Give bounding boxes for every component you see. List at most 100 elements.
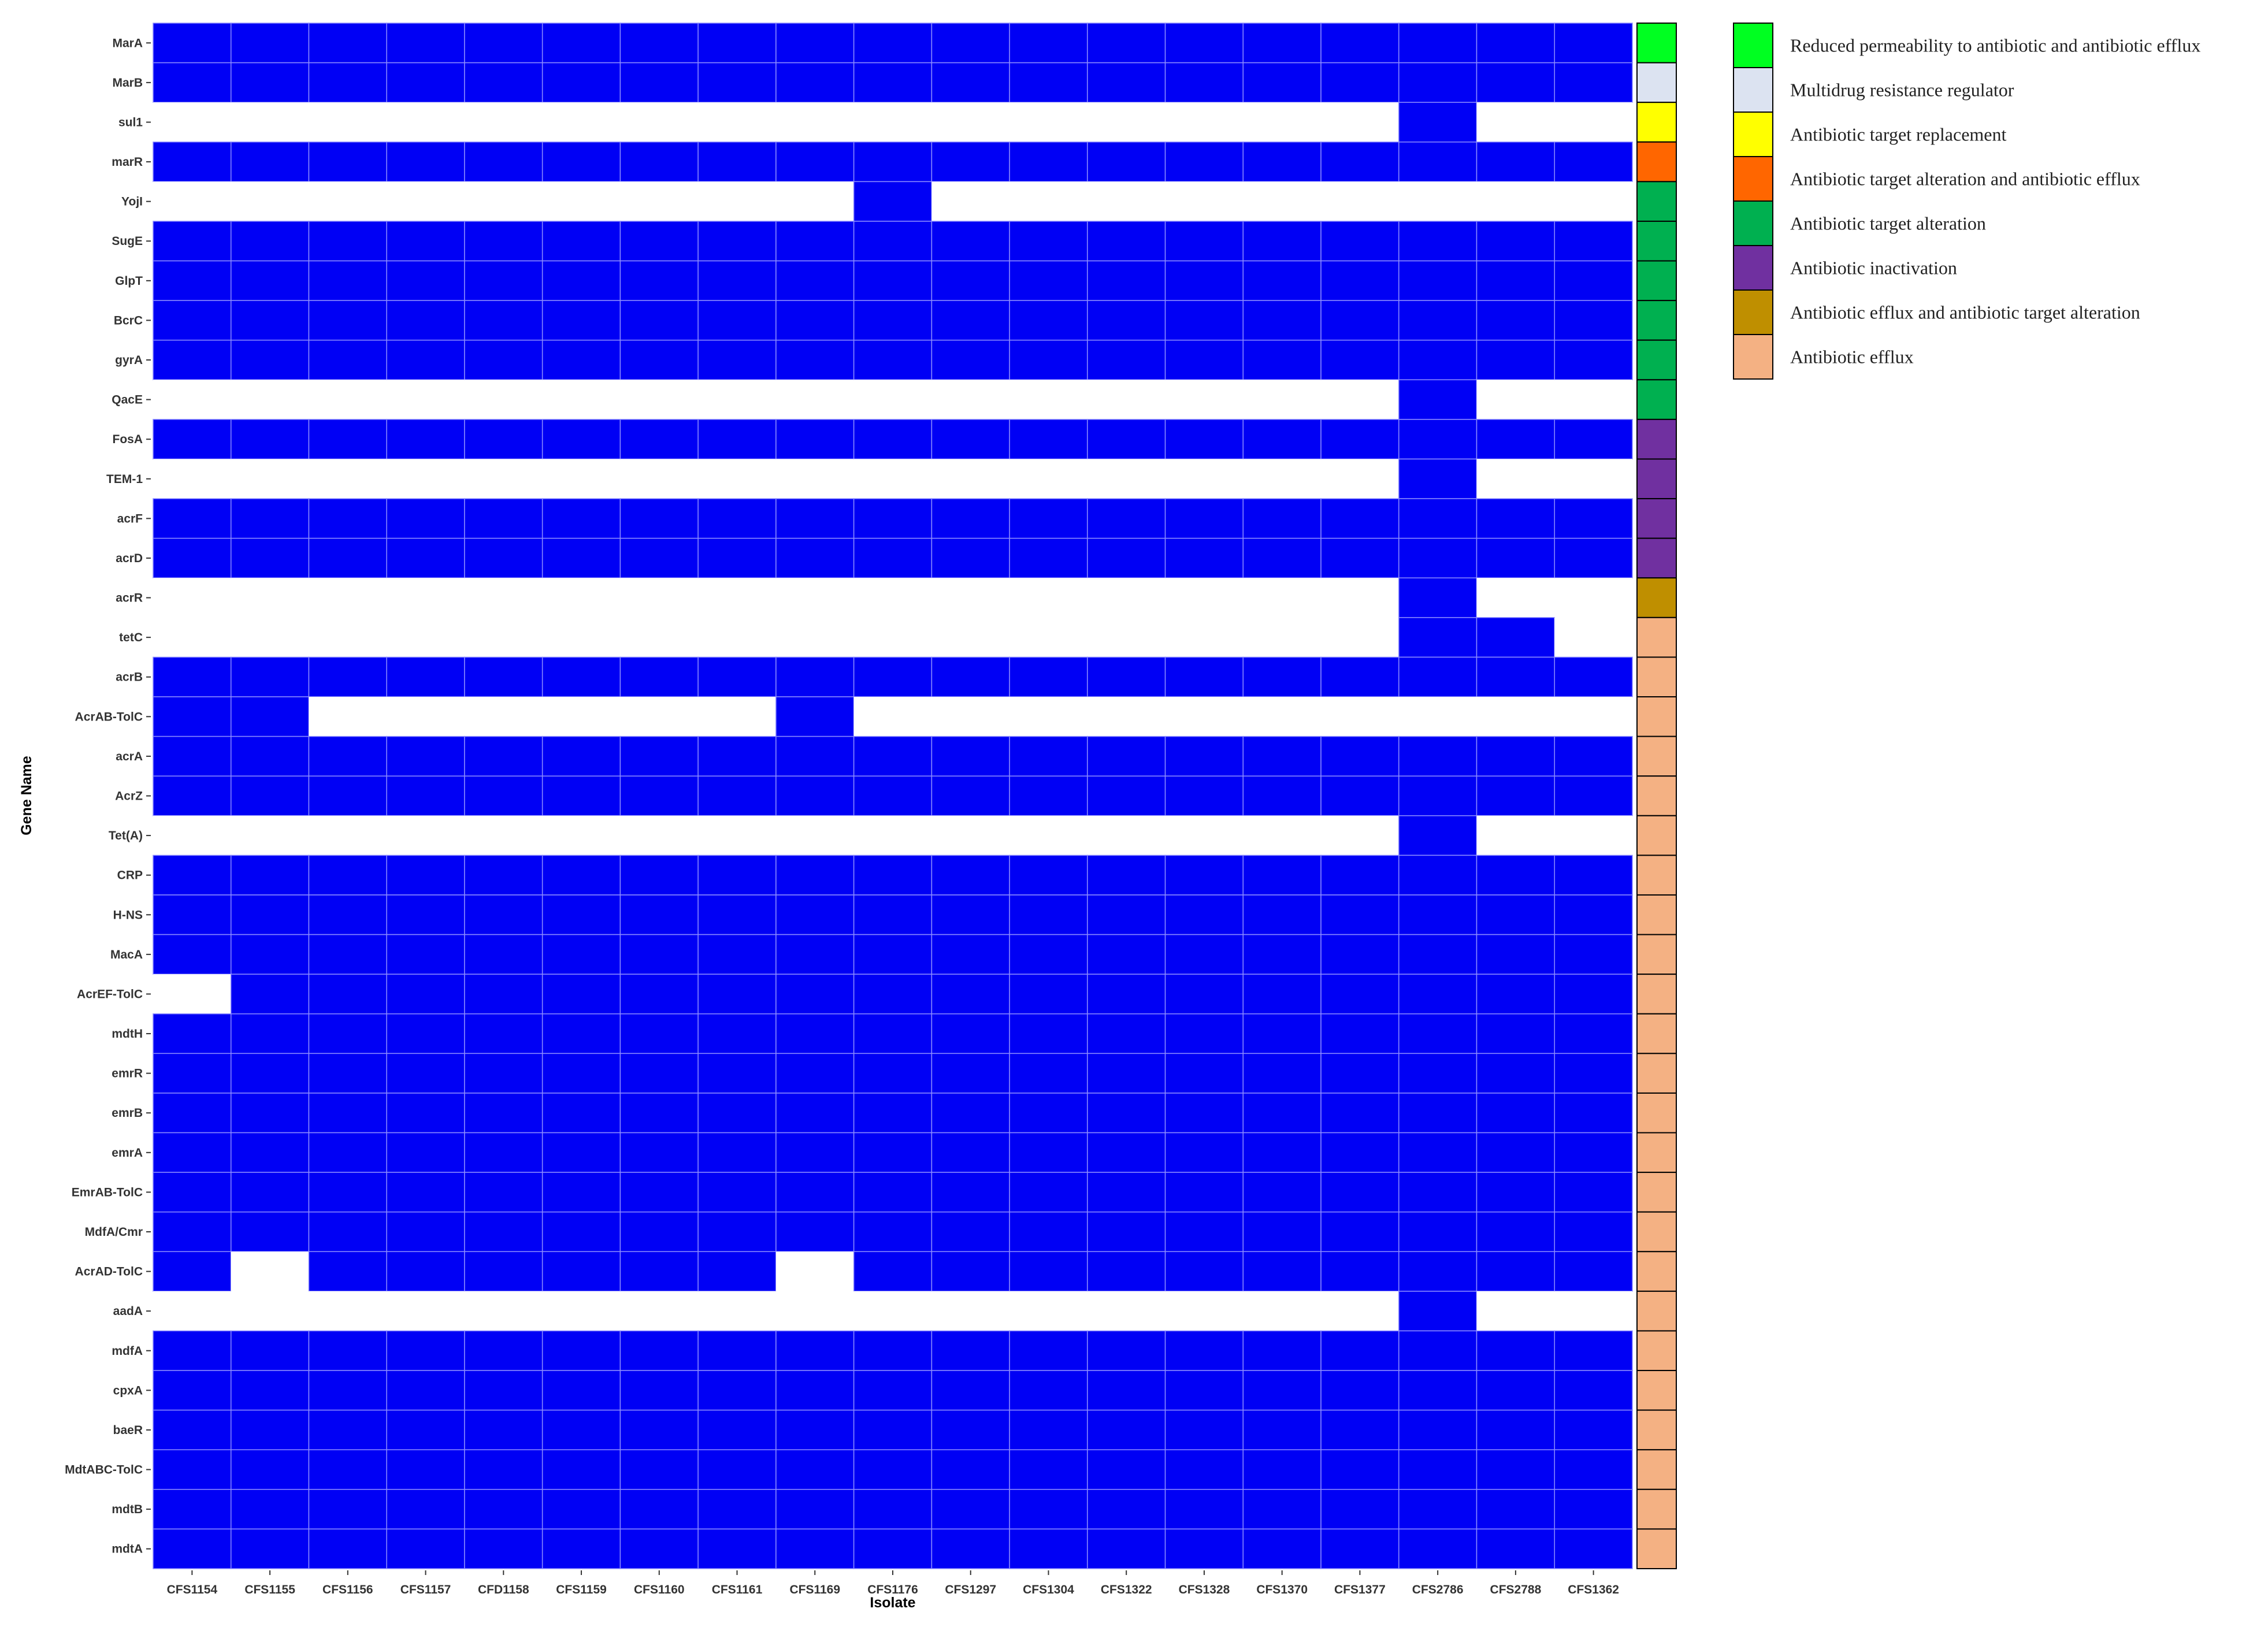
heatmap-cell [1242,1528,1322,1569]
heatmap-cell [308,974,387,1015]
heatmap-cell [1476,1330,1556,1371]
heatmap-cell [1320,221,1400,262]
heatmap-cell [464,62,543,103]
heatmap-cell [698,181,776,221]
heatmap-cell [619,974,699,1015]
heatmap-cell [308,1370,387,1411]
heatmap-cell [464,1489,543,1530]
heatmap-cell [153,974,231,1014]
heatmap-cell [1398,379,1478,420]
legend-label: Antibiotic target replacement [1790,124,2006,145]
legend-swatch [1733,200,1773,246]
heatmap-cell [619,537,699,579]
heatmap-cell [1009,300,1088,341]
heatmap-cell [1554,894,1633,935]
heatmap-cell [853,300,933,341]
heatmap-cell [1009,1053,1088,1094]
heatmap-cell [931,380,1010,419]
heatmap-cell [1009,260,1088,301]
heatmap-cell [153,1013,232,1054]
heatmap-cell [1009,1211,1088,1253]
heatmap-cell [1398,815,1478,856]
heatmap-cell [853,102,932,142]
heatmap-cell [853,617,932,658]
heatmap-cell [1320,498,1400,539]
heatmap-cell [1242,339,1322,381]
heatmap-cell [153,459,231,499]
heatmap-cell [1398,419,1478,460]
heatmap-cell [1087,974,1166,1015]
heatmap-cell [1320,775,1400,816]
class-bar-cell [1636,616,1677,658]
heatmap-cell [1320,1330,1400,1371]
heatmap-cell [775,380,854,419]
y-tick-label: MacA [110,948,143,961]
x-tick-label: CFS1156 [322,1583,373,1596]
heatmap-cell [386,260,465,301]
heatmap-cell [775,1370,855,1411]
heatmap-cell [1009,1251,1088,1292]
heatmap-cell [386,498,465,539]
heatmap-cell [853,380,932,419]
heatmap-cell [620,181,699,221]
heatmap-cell [230,1330,310,1371]
heatmap-cell [1554,1013,1633,1054]
heatmap-cell [619,62,699,103]
x-tick-label: CFS1154 [167,1583,218,1596]
heatmap-cell [541,1449,621,1490]
heatmap-cell [1009,617,1087,658]
heatmap-cell [619,1251,699,1292]
heatmap-cell [230,696,310,737]
heatmap-cell [230,300,310,341]
x-axis-title: Isolate [870,1595,915,1611]
heatmap-cell [309,380,387,419]
class-bar-cell [1636,1132,1677,1173]
heatmap-cell [1243,1291,1322,1331]
heatmap-cell [308,1330,387,1371]
heatmap-cell [619,339,699,381]
heatmap-cell [931,934,1010,975]
heatmap-cell [309,181,387,221]
heatmap-cell [308,339,387,381]
heatmap-cell [931,1449,1010,1490]
x-tick-label: CFS1169 [789,1583,840,1596]
heatmap-cell [1009,1291,1087,1331]
heatmap-cell [1087,1093,1166,1134]
heatmap-cell [1087,775,1166,816]
heatmap-cell [386,1132,465,1173]
heatmap-cell [387,1291,465,1331]
heatmap-cell [1554,419,1633,460]
heatmap-cell [464,1409,543,1450]
heatmap-cell [387,459,465,499]
heatmap-cell [775,1013,855,1054]
heatmap-cell [1476,459,1555,499]
heatmap-cell [464,974,543,1015]
heatmap-cell [1242,23,1322,64]
heatmap-cell [387,815,465,856]
heatmap-cell [1476,300,1556,341]
heatmap-cell [931,855,1010,896]
y-tick-label: MarB [112,76,143,90]
heatmap-cell [1009,736,1088,777]
heatmap-cell [1398,894,1478,935]
heatmap-cell [931,1489,1010,1530]
heatmap-cell [931,656,1010,697]
heatmap-cell [775,696,855,737]
y-tick-label: mdtB [112,1503,143,1516]
heatmap-cell [230,934,310,975]
heatmap-cell [775,617,854,658]
x-tick-label: CFS1176 [867,1583,918,1596]
heatmap-cell [308,1528,387,1569]
y-tick-label: AcrEF-TolC [77,987,143,1001]
y-tick-label: AcrZ [115,790,143,803]
heatmap-cell [619,23,699,64]
heatmap-cell [1164,1211,1244,1253]
heatmap-cell [1242,1172,1322,1213]
y-tick-label: gyrA [115,354,143,367]
heatmap-cell [775,537,855,579]
class-bar-cell [1636,339,1677,381]
heatmap-cell [1087,300,1166,341]
heatmap-cell [1087,23,1166,64]
heatmap-cell [153,537,232,579]
heatmap-cell [230,974,310,1015]
